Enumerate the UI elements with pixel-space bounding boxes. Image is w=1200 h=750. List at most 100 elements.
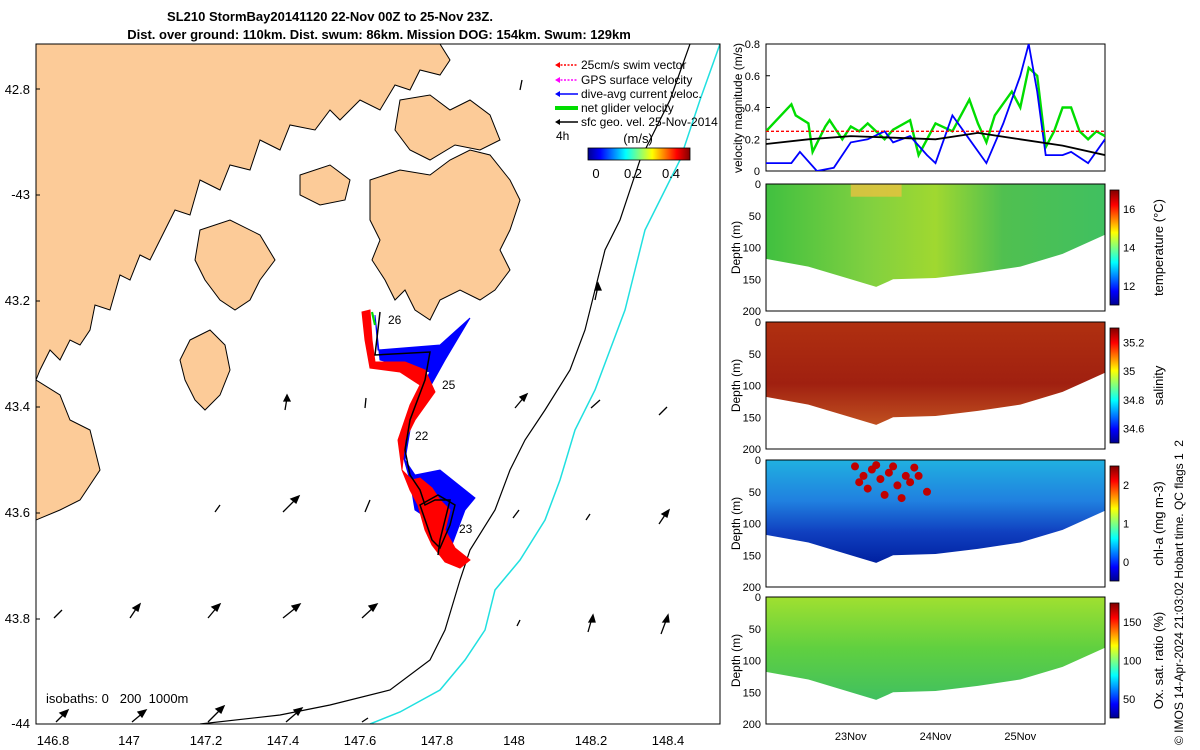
colorbar-tick-label: 34.6 bbox=[1123, 424, 1144, 436]
lat-tick: 42.8 bbox=[5, 82, 30, 97]
velocity-chart-frame bbox=[765, 43, 1106, 172]
section-frame bbox=[765, 321, 1106, 450]
arrow-icon bbox=[660, 613, 670, 635]
chl-a-point bbox=[914, 471, 923, 480]
section-panel-temperature: 0 50 100 150 200 Depth (m) 12 14 16 temperature (… bbox=[729, 179, 1166, 318]
map-colorbar-tick: 0.2 bbox=[624, 166, 642, 181]
land-bruny-island bbox=[179, 329, 231, 411]
legend-item-swim-vector: 25cm/s swim vector bbox=[555, 58, 686, 72]
legend-item-gps-velocity: GPS surface velocity bbox=[555, 73, 692, 87]
colorbar-tick-label: 12 bbox=[1123, 281, 1135, 293]
section-colorbar bbox=[1109, 602, 1120, 719]
map-lat-ticks: 42.8 -43 43.2 43.4 43.6 43.8 -44 bbox=[5, 82, 30, 731]
depth-tick-label: 150 bbox=[743, 412, 761, 424]
map-lat-tickmarks bbox=[36, 88, 40, 620]
depth-axis-label: Depth (m) bbox=[729, 497, 743, 550]
chl-a-point bbox=[893, 481, 902, 490]
land-masses bbox=[36, 44, 521, 521]
arrow-icon bbox=[585, 513, 591, 521]
depth-tick-label: 200 bbox=[743, 582, 761, 594]
map-colorbar-title: (m/s) bbox=[623, 131, 653, 146]
arrow-icon bbox=[131, 708, 148, 723]
map-colorbar: (m/s) 0 0.2 0.4 bbox=[587, 131, 691, 181]
depth-tick-label: 0 bbox=[755, 455, 761, 467]
velocity-series-group bbox=[766, 44, 1105, 171]
arrow-icon bbox=[285, 706, 304, 723]
colorbar-label: Ox. sat. ratio (%) bbox=[1151, 612, 1166, 710]
arrow-icon bbox=[519, 79, 523, 91]
legend-extra-4h: 4h bbox=[556, 129, 569, 143]
section-colorbar bbox=[1109, 327, 1120, 444]
depth-tick-label: 50 bbox=[749, 211, 761, 223]
velocity-ytick-label: 0.8 bbox=[745, 39, 760, 51]
velocity-ytick-label: 0 bbox=[754, 166, 760, 178]
track-box bbox=[419, 494, 456, 550]
chl-a-point bbox=[880, 490, 889, 499]
lon-tick: 146.8 bbox=[37, 733, 70, 748]
colorbar-tick-label: 35.2 bbox=[1123, 337, 1144, 349]
colorbar-tick-label: 34.8 bbox=[1123, 395, 1144, 407]
arrow-icon bbox=[282, 393, 292, 411]
footer-credit: © IMOS 14-Apr-2024 21:03:02 Hobart time.… bbox=[1172, 440, 1186, 745]
colorbar-label: temperature (°C) bbox=[1151, 199, 1166, 296]
depth-tick-label: 0 bbox=[755, 317, 761, 329]
warm-surface-layer bbox=[850, 184, 902, 197]
lon-tick: 147.4 bbox=[267, 733, 300, 748]
colorbar-tick-label: 16 bbox=[1123, 204, 1135, 216]
lon-tick: 147.8 bbox=[421, 733, 454, 748]
colorbar-tick-label: 150 bbox=[1123, 617, 1141, 629]
depth-axis-label: Depth (m) bbox=[729, 221, 743, 274]
glider-track: 26 25 22 23 bbox=[361, 309, 476, 569]
lat-tick: 43.4 bbox=[5, 399, 30, 414]
colorbar-tick-label: 50 bbox=[1123, 694, 1135, 706]
chl-a-point bbox=[901, 471, 910, 480]
legend-label: 25cm/s swim vector bbox=[581, 58, 686, 72]
colorbar-tick-label: 2 bbox=[1123, 480, 1129, 492]
legend-label: GPS surface velocity bbox=[581, 73, 692, 87]
arrow-icon bbox=[53, 609, 63, 619]
title-line-2: Dist. over ground: 110km. Dist. swum: 86… bbox=[127, 27, 631, 42]
land-mainland bbox=[36, 44, 451, 381]
section-panel-oxygen: 0 50 100 150 200 Depth (m) 50 100 150 Ox. sat. ra… bbox=[729, 592, 1166, 743]
arrow-icon bbox=[55, 708, 70, 723]
arrow-icon bbox=[516, 619, 521, 627]
depth-tick-label: 200 bbox=[743, 306, 761, 318]
velocity-yticks: 0 0.2 0.4 0.6 0.8 bbox=[745, 39, 770, 178]
day-label-25: 25 bbox=[442, 378, 456, 392]
date-tick-label: 24Nov bbox=[920, 731, 952, 743]
isobath-200m bbox=[199, 44, 691, 724]
arrow-icon bbox=[207, 704, 226, 723]
section-data-field bbox=[766, 460, 1105, 563]
colorbar-label: chl-a (mg m-3) bbox=[1151, 481, 1166, 566]
chl-a-point bbox=[910, 463, 919, 472]
lat-tick: 43.2 bbox=[5, 293, 30, 308]
date-tick-label: 23Nov bbox=[835, 731, 867, 743]
depth-tick-label: 200 bbox=[743, 719, 761, 731]
legend-item-sfc-geo: sfc geo. vel. 25-Nov-2014 bbox=[555, 115, 718, 129]
depth-tick-label: 150 bbox=[743, 550, 761, 562]
colorbar-tick-label: 14 bbox=[1123, 243, 1135, 255]
map-colorbar-bar bbox=[587, 147, 691, 161]
day-label-23: 23 bbox=[459, 522, 473, 536]
depth-tick-label: 150 bbox=[743, 274, 761, 286]
date-tick-label: 25Nov bbox=[1004, 731, 1036, 743]
colorbar-tick-label: 0 bbox=[1123, 557, 1129, 569]
legend-label: dive-avg current veloc. bbox=[581, 87, 702, 101]
land-tasman-peninsula bbox=[369, 149, 521, 321]
land-south-arm bbox=[194, 219, 276, 311]
section-frame bbox=[765, 596, 1106, 725]
section-frame bbox=[765, 183, 1106, 312]
legend-label: sfc geo. vel. 25-Nov-2014 bbox=[581, 115, 718, 129]
velocity-ytick-label: 0.2 bbox=[745, 134, 760, 146]
chl-a-point bbox=[855, 478, 864, 487]
arrow-icon bbox=[361, 717, 369, 723]
map-legend: 25cm/s swim vector GPS surface velocity … bbox=[555, 58, 718, 143]
depth-tick-label: 100 bbox=[743, 656, 761, 668]
section-colorbar bbox=[1109, 465, 1120, 582]
depth-tick-label: 0 bbox=[755, 179, 761, 191]
section-data-field bbox=[766, 597, 1105, 700]
depth-tick-label: 100 bbox=[743, 519, 761, 531]
arrow-icon bbox=[512, 509, 520, 519]
map-frame bbox=[35, 43, 721, 725]
